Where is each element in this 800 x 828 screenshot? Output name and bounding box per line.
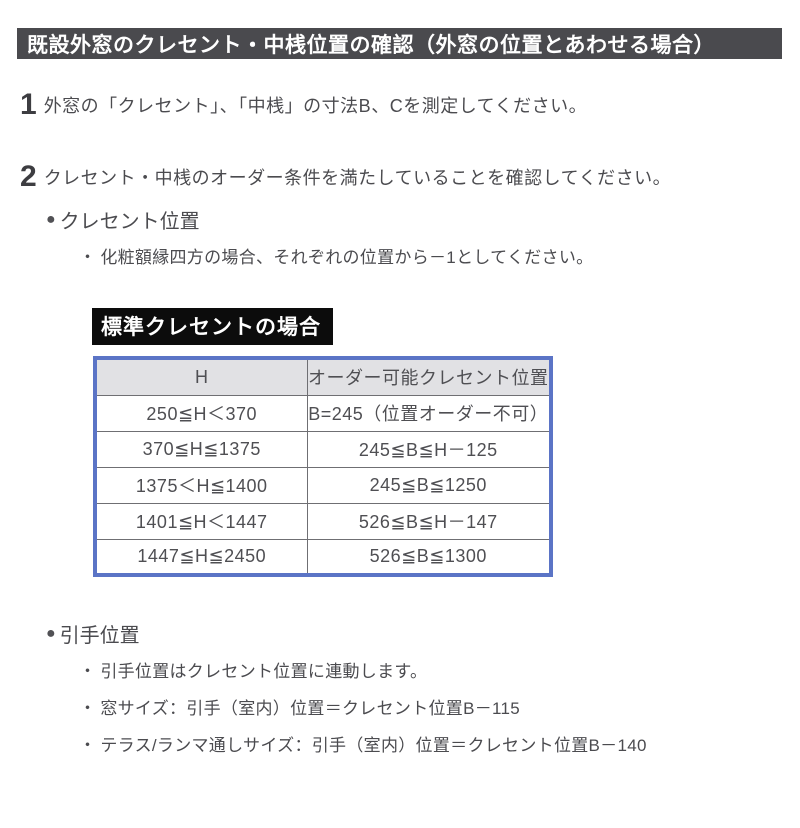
table-cell-h: 370≦H≦1375 bbox=[94, 430, 308, 468]
dot-icon: ・ bbox=[79, 662, 97, 681]
handle-note-1-text: 引手位置はクレセント位置に連動します。 bbox=[100, 662, 428, 681]
bullet-icon: ● bbox=[46, 210, 56, 228]
table-cell-h: 1375＜H≦1400 bbox=[94, 466, 308, 504]
handle-note-2-text: 窓サイズ：引手（室内）位置＝クレセント位置B－115 bbox=[100, 699, 521, 718]
table-cell-order: B=245（位置オーダー不可） bbox=[306, 394, 552, 432]
standard-crescent-label: 標準クレセントの場合 bbox=[92, 308, 333, 345]
handle-note-3-text: テラス/ランマ通しサイズ：引手（室内）位置＝クレセント位置B－140 bbox=[100, 736, 647, 755]
bullet-icon: ● bbox=[46, 624, 56, 642]
table-cell-h: 250≦H＜370 bbox=[94, 394, 308, 432]
handle-note-2: ・ 窓サイズ：引手（室内）位置＝クレセント位置B－115 bbox=[79, 697, 800, 721]
crescent-position-heading-label: クレセント位置 bbox=[59, 211, 200, 233]
section-title: 既設外窓のクレセント・中桟位置の確認（外窓の位置とあわせる場合） bbox=[27, 33, 715, 57]
table-cell-order: 245≦B≦H－125 bbox=[306, 430, 552, 468]
section-title-bar: 既設外窓のクレセント・中桟位置の確認（外窓の位置とあわせる場合） bbox=[17, 28, 782, 59]
table-cell-h: 1401≦H＜1447 bbox=[94, 502, 308, 540]
table-row: 1401≦H＜1447 526≦B≦H－147 bbox=[94, 502, 552, 540]
handle-position-heading-label: 引手位置 bbox=[59, 625, 140, 647]
handle-note-3: ・ テラス/ランマ通しサイズ：引手（室内）位置＝クレセント位置B－140 bbox=[79, 734, 800, 758]
crescent-position-heading: ● クレセント位置 bbox=[46, 205, 800, 234]
table-header-h: H bbox=[94, 357, 308, 396]
step-2-number: 2 bbox=[20, 160, 37, 193]
handle-position-heading: ● 引手位置 bbox=[46, 619, 800, 648]
step-2-text: クレセント・中桟のオーダー条件を満たしていることを確認してください。 bbox=[43, 168, 672, 188]
table-cell-h: 1447≦H≦2450 bbox=[94, 538, 308, 576]
table-row: 370≦H≦1375 245≦B≦H－125 bbox=[94, 430, 552, 468]
crescent-note-text: 化粧額縁四方の場合、それぞれの位置から－1としてください。 bbox=[100, 248, 594, 267]
table-row: 1375＜H≦1400 245≦B≦1250 bbox=[94, 466, 552, 504]
instruction-page: 既設外窓のクレセント・中桟位置の確認（外窓の位置とあわせる場合） 1 外窓の「ク… bbox=[0, 28, 800, 828]
step-1-text: 外窓の「クレセント」、「中桟」の寸法B、Cを測定してください。 bbox=[43, 96, 588, 116]
crescent-note: ・ 化粧額縁四方の場合、それぞれの位置から－1としてください。 bbox=[79, 246, 800, 270]
crescent-position-table: H オーダー可能クレセント位置 250≦H＜370 B=245（位置オーダー不可… bbox=[93, 356, 553, 577]
table-header-order: オーダー可能クレセント位置 bbox=[306, 357, 552, 396]
table-cell-order: 526≦B≦H－147 bbox=[306, 502, 552, 540]
dot-icon: ・ bbox=[79, 699, 97, 718]
table-row: 1447≦H≦2450 526≦B≦1300 bbox=[94, 538, 552, 576]
step-2: 2 クレセント・中桟のオーダー条件を満たしていることを確認してください。 bbox=[20, 160, 800, 193]
dot-icon: ・ bbox=[79, 248, 97, 267]
table-row: 250≦H＜370 B=245（位置オーダー不可） bbox=[94, 394, 552, 432]
table-cell-order: 526≦B≦1300 bbox=[306, 538, 552, 576]
table-cell-order: 245≦B≦1250 bbox=[306, 466, 552, 504]
handle-note-1: ・ 引手位置はクレセント位置に連動します。 bbox=[79, 660, 800, 684]
table-header-row: H オーダー可能クレセント位置 bbox=[94, 357, 552, 396]
step-1: 1 外窓の「クレセント」、「中桟」の寸法B、Cを測定してください。 bbox=[20, 88, 800, 121]
step-1-number: 1 bbox=[20, 88, 37, 121]
dot-icon: ・ bbox=[79, 736, 97, 755]
